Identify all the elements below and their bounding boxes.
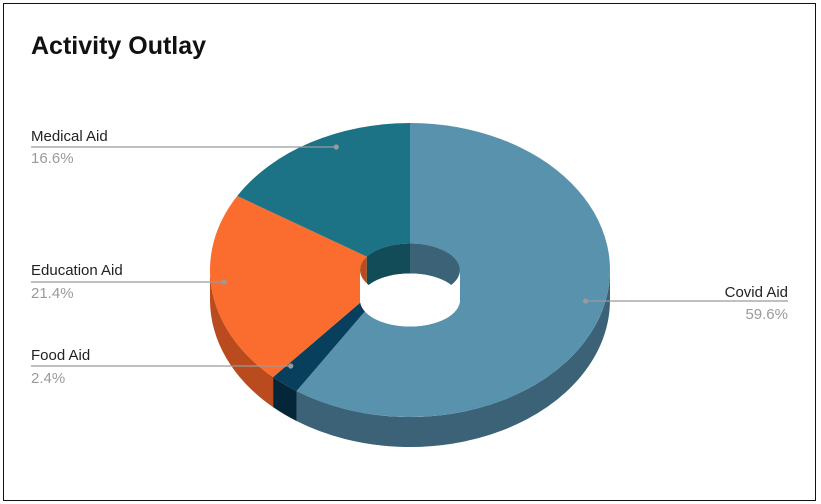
donut-slices [210,123,610,417]
slice-covid-aid [296,123,610,417]
slice-label-covid-aid: Covid Aid [725,284,788,301]
slice-label-education-aid: Education Aid [31,262,123,279]
slice-label-medical-aid: Medical Aid [31,128,108,145]
slice-labels: Covid Aid 59.6% Food Aid 2.4% Education Aid 2… [31,128,788,387]
slice-side-covid-aid [296,270,610,447]
leader-dot-education-aid [221,279,227,285]
donut-hole [360,243,460,327]
leader-dot-medical-aid [333,144,339,150]
slice-education-aid [210,195,376,378]
slice-label-food-aid: Food Aid [31,347,90,364]
donut-sides [210,270,610,447]
slice-percent-medical-aid: 16.6% [31,150,74,167]
leader-dot-covid-aid [583,298,589,304]
slice-percent-covid-aid: 59.6% [745,306,788,323]
chart-title: Activity Outlay [31,32,206,60]
slice-percent-food-aid: 2.4% [31,370,65,387]
leader-dot-food-aid [288,363,294,369]
slice-percent-education-aid: 21.4% [31,285,74,302]
slice-side-education-aid [210,270,274,408]
slice-medical-aid [237,123,410,257]
slice-food-aid [273,289,382,392]
inner-wall-covid-aid-0 [410,243,460,300]
hole-front-gap [360,270,460,327]
inner-wall-medical-aid-1 [366,243,410,287]
slice-side-food-aid [273,377,297,422]
